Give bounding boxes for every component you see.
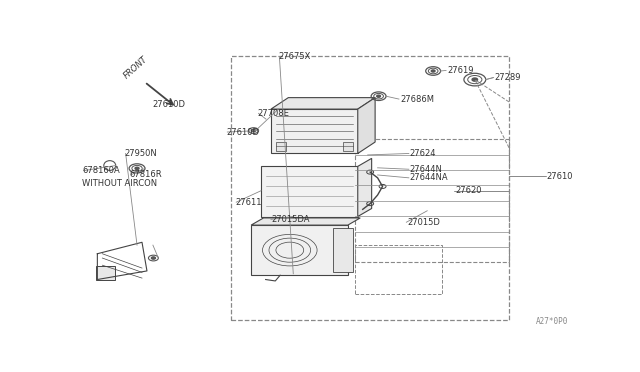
- Text: 27610D: 27610D: [227, 128, 259, 137]
- Text: 27686M: 27686M: [400, 94, 434, 103]
- Text: 27620: 27620: [456, 186, 482, 195]
- Polygon shape: [271, 97, 375, 109]
- Text: 27950N: 27950N: [125, 149, 157, 158]
- Text: 27610D: 27610D: [152, 100, 185, 109]
- Text: FRONT: FRONT: [122, 55, 150, 80]
- Bar: [261, 166, 358, 217]
- Text: 27611: 27611: [236, 198, 262, 207]
- Bar: [96, 266, 115, 280]
- Text: 27644N: 27644N: [410, 165, 443, 174]
- Bar: [276, 142, 286, 151]
- Text: 27619: 27619: [447, 66, 474, 75]
- Bar: [355, 139, 509, 262]
- Text: 27708E: 27708E: [257, 109, 289, 118]
- Circle shape: [252, 129, 255, 132]
- Bar: [333, 228, 353, 272]
- Bar: [271, 109, 358, 154]
- Text: A27*0P0: A27*0P0: [536, 317, 568, 326]
- Text: 67816R: 67816R: [129, 170, 162, 179]
- Text: 27015D: 27015D: [408, 218, 440, 227]
- Bar: [231, 56, 509, 320]
- Bar: [251, 225, 348, 275]
- Circle shape: [152, 257, 156, 259]
- Text: WITHOUT AIRCON: WITHOUT AIRCON: [83, 179, 157, 188]
- Text: 27644NA: 27644NA: [410, 173, 449, 182]
- Text: 27675X: 27675X: [278, 52, 311, 61]
- Text: 27610: 27610: [547, 172, 573, 181]
- Text: 27624: 27624: [410, 149, 436, 158]
- Bar: [343, 142, 353, 151]
- Circle shape: [472, 78, 477, 81]
- Polygon shape: [251, 218, 360, 225]
- Polygon shape: [358, 158, 372, 217]
- Polygon shape: [358, 97, 375, 154]
- Circle shape: [377, 95, 380, 97]
- Text: 678160A: 678160A: [83, 166, 120, 175]
- Circle shape: [431, 70, 435, 72]
- Circle shape: [135, 167, 139, 170]
- Text: 27289: 27289: [494, 73, 521, 82]
- Text: 27015DA: 27015DA: [271, 215, 310, 224]
- Bar: [355, 245, 442, 294]
